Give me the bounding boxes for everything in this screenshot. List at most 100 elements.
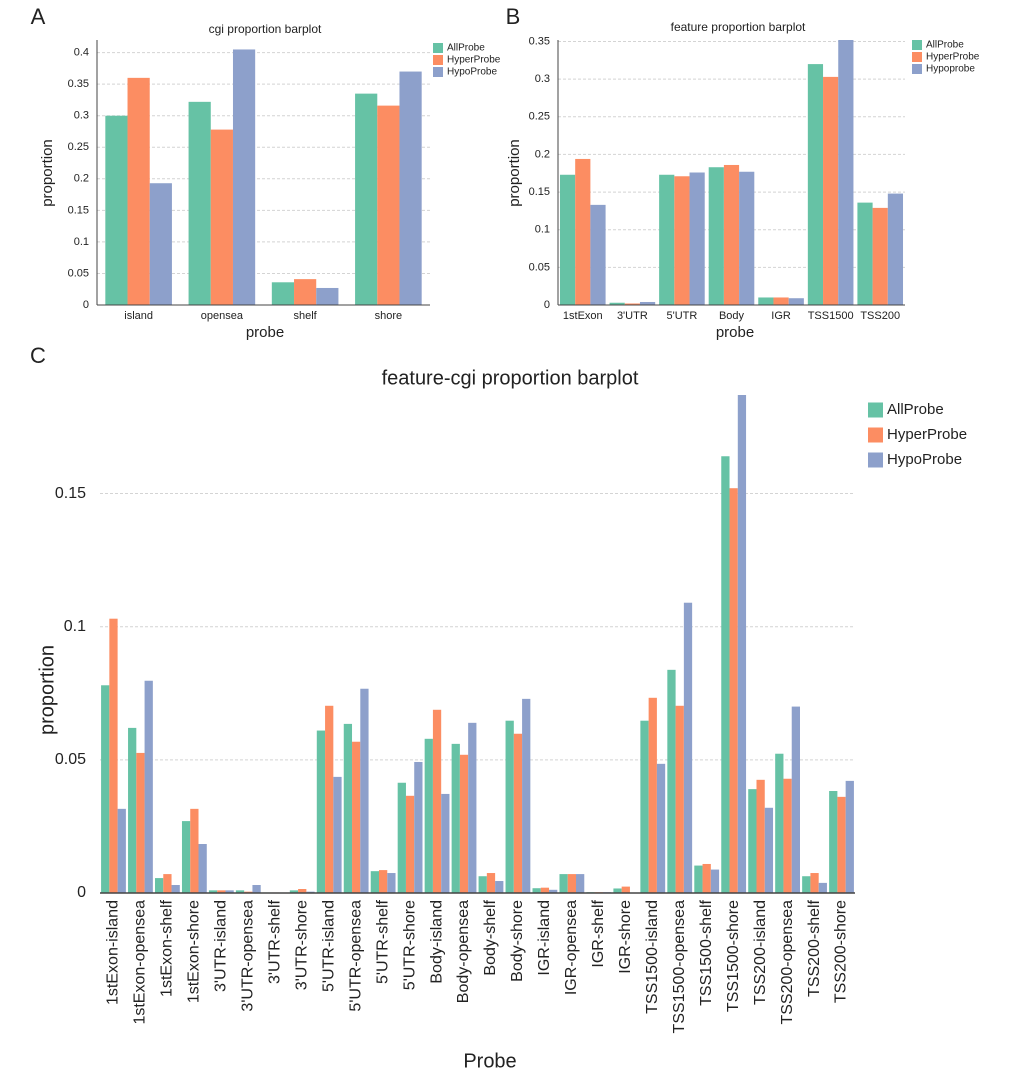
legend-swatch bbox=[912, 40, 922, 50]
bar bbox=[683, 602, 693, 893]
bar bbox=[117, 808, 126, 893]
legend-label: HypoProbe bbox=[887, 451, 962, 468]
chart-title: feature proportion barplot bbox=[671, 20, 806, 34]
y-tick-label: 0.3 bbox=[74, 110, 89, 122]
bar bbox=[702, 863, 711, 893]
bar bbox=[424, 738, 433, 893]
bar bbox=[729, 488, 738, 893]
bar bbox=[609, 302, 625, 305]
bar bbox=[163, 874, 172, 893]
bar bbox=[208, 890, 218, 893]
x-axis-label: Probe bbox=[463, 1050, 516, 1072]
bar bbox=[721, 456, 730, 893]
bar bbox=[432, 709, 442, 893]
bar bbox=[513, 733, 523, 893]
bar bbox=[252, 885, 261, 893]
x-tick-label: TSS200-opensea bbox=[779, 900, 796, 1025]
x-tick-label: 1stExon-opensea bbox=[132, 900, 149, 1025]
y-tick-label: 0.15 bbox=[529, 186, 550, 198]
legend-swatch bbox=[433, 67, 443, 77]
bar bbox=[522, 698, 531, 893]
legend-label: HypoProbe bbox=[447, 67, 497, 78]
x-tick-label: TSS1500 bbox=[808, 310, 854, 322]
bar bbox=[316, 730, 326, 893]
y-axis-label: proportion bbox=[506, 139, 523, 207]
bar bbox=[764, 807, 774, 893]
bar bbox=[144, 680, 153, 893]
x-tick-label: 3'UTR-island bbox=[213, 900, 230, 992]
x-tick-label: 5'UTR bbox=[667, 310, 698, 322]
y-axis-label: proportion bbox=[39, 139, 56, 207]
x-tick-label: opensea bbox=[201, 310, 244, 322]
legend-swatch bbox=[433, 43, 443, 53]
y-tick-label: 0.15 bbox=[68, 204, 89, 216]
bar bbox=[667, 669, 676, 893]
bar bbox=[360, 688, 369, 893]
bar bbox=[773, 297, 789, 305]
bar bbox=[355, 93, 378, 305]
x-tick-label: 5'UTR-shore bbox=[401, 900, 418, 990]
bar bbox=[549, 889, 558, 893]
y-tick-label: 0.2 bbox=[74, 173, 89, 185]
x-tick-label: IGR-shelf bbox=[590, 899, 607, 967]
bar bbox=[289, 890, 299, 893]
bar bbox=[171, 885, 180, 893]
bar bbox=[478, 876, 487, 893]
y-tick-label: 0.1 bbox=[64, 618, 86, 635]
x-tick-label: TSS1500-shelf bbox=[698, 899, 715, 1005]
bar bbox=[532, 888, 541, 893]
x-tick-label: TSS200 bbox=[860, 310, 900, 322]
chart-title: cgi proportion barplot bbox=[209, 22, 322, 36]
x-tick-label: TSS1500-island bbox=[644, 900, 661, 1014]
x-tick-label: IGR-shore bbox=[617, 900, 634, 974]
bar bbox=[105, 115, 128, 305]
y-tick-label: 0.1 bbox=[74, 236, 89, 248]
bar bbox=[694, 865, 703, 893]
bar bbox=[887, 193, 904, 305]
bar bbox=[737, 395, 747, 893]
legend-label: AllProbe bbox=[926, 40, 964, 51]
bar bbox=[235, 890, 245, 893]
legend-label: Hypoprobe bbox=[926, 64, 975, 75]
bar bbox=[845, 780, 854, 893]
bar bbox=[613, 888, 622, 893]
bar bbox=[128, 727, 137, 893]
bar bbox=[441, 793, 450, 893]
bar bbox=[837, 796, 846, 893]
legend-label: AllProbe bbox=[887, 401, 944, 418]
legend-label: HyperProbe bbox=[447, 55, 501, 66]
legend-label: AllProbe bbox=[447, 43, 485, 54]
bar bbox=[298, 889, 307, 893]
bar bbox=[377, 105, 400, 305]
bar bbox=[188, 101, 211, 305]
bar bbox=[136, 752, 145, 893]
panel-letter: C bbox=[30, 343, 46, 368]
legend-swatch bbox=[868, 427, 883, 443]
bar bbox=[225, 890, 234, 893]
x-tick-label: 3'UTR-opensea bbox=[240, 900, 257, 1012]
bar bbox=[810, 873, 819, 893]
x-axis-label: probe bbox=[716, 324, 754, 341]
chart-title: feature-cgi proportion barplot bbox=[382, 367, 639, 389]
y-tick-label: 0.15 bbox=[55, 485, 86, 502]
bar bbox=[756, 779, 765, 893]
bar bbox=[823, 76, 839, 305]
bar bbox=[459, 754, 469, 893]
bar bbox=[791, 706, 800, 893]
x-tick-label: island bbox=[124, 310, 153, 322]
y-tick-label: 0 bbox=[544, 299, 550, 311]
bar bbox=[101, 685, 110, 893]
legend-label: HyperProbe bbox=[887, 426, 967, 443]
x-axis-label: probe bbox=[246, 324, 284, 341]
y-tick-label: 0.25 bbox=[68, 141, 89, 153]
x-tick-label: 1stExon bbox=[563, 310, 603, 322]
bar bbox=[495, 881, 504, 893]
bar bbox=[271, 282, 295, 305]
bar bbox=[748, 789, 757, 893]
bar bbox=[109, 618, 118, 893]
bar bbox=[710, 869, 720, 893]
bar bbox=[370, 871, 379, 893]
x-tick-label: IGR-island bbox=[536, 900, 553, 976]
bar bbox=[352, 741, 361, 893]
bar bbox=[872, 207, 888, 305]
